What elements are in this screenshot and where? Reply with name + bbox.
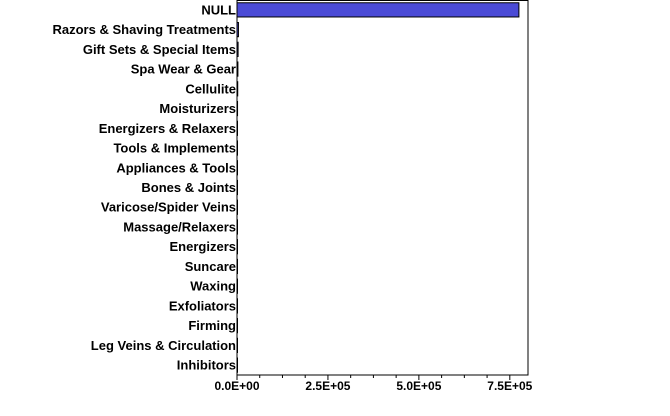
category-label: Firming [188, 318, 236, 333]
category-label: NULL [201, 2, 236, 17]
category-label: Moisturizers [159, 101, 236, 116]
category-label: Gift Sets & Special Items [83, 42, 236, 57]
category-label: Energizers [170, 239, 236, 254]
plot-frame [236, 0, 529, 376]
category-label: Tools & Implements [113, 141, 236, 156]
category-labels: NULL Razors & Shaving Treatments Gift Sets… [53, 2, 237, 372]
category-label: Energizers & Relaxers [99, 121, 236, 136]
x-tick-label: 2.5E+05 [305, 379, 350, 393]
category-label: Cellulite [185, 81, 236, 96]
bars-group [236, 2, 520, 373]
category-label: Massage/Relaxers [123, 219, 236, 234]
x-tick-label: 0.0E+00 [214, 379, 259, 393]
category-label: Waxing [190, 279, 236, 294]
category-label: Varicose/Spider Veins [101, 200, 236, 215]
axes: 0.0E+00 2.5E+05 5.0E+05 7.5E+05 [214, 0, 533, 393]
category-label: Spa Wear & Gear [131, 62, 236, 77]
category-label: Appliances & Tools [116, 160, 236, 175]
category-label: Razors & Shaving Treatments [53, 22, 237, 37]
category-label: Leg Veins & Circulation [91, 338, 236, 353]
x-tick-label: 7.5E+05 [487, 379, 532, 393]
category-label: Exfoliators [169, 298, 236, 313]
category-label: Bones & Joints [141, 180, 236, 195]
category-label: Suncare [185, 259, 236, 274]
x-tick-label: 5.0E+05 [396, 379, 441, 393]
bar [236, 2, 520, 18]
category-label: Inhibitors [177, 358, 236, 373]
